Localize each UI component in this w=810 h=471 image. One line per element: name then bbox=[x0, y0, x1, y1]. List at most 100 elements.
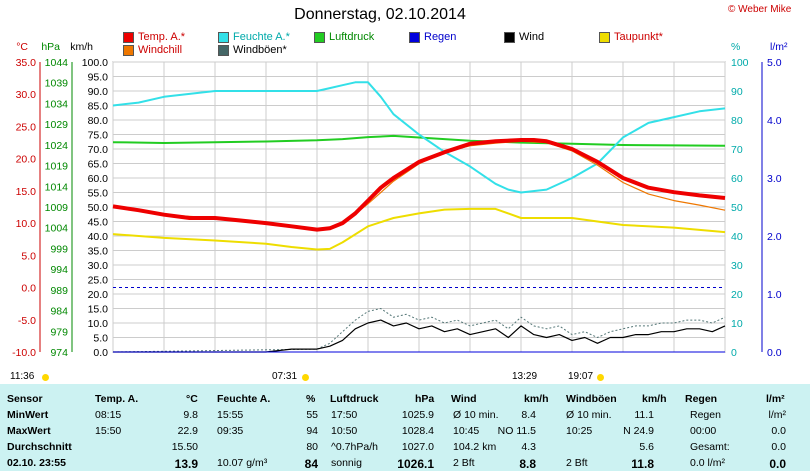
y-tick-label-humidity: 80 bbox=[731, 115, 743, 127]
y-tick-label-wind: 90.0 bbox=[88, 86, 109, 98]
series-taupunkt bbox=[112, 207, 726, 251]
x-tick-label: 24:00 bbox=[712, 359, 738, 360]
x-tick-label: 02:00 bbox=[151, 359, 177, 360]
y-tick-label-wind: 45.0 bbox=[88, 217, 109, 229]
y-tick-label-humidity: 60 bbox=[731, 173, 743, 185]
stats-header-wind-unit: km/h bbox=[524, 393, 549, 405]
stats-cell-t_time: 15:50 bbox=[95, 425, 122, 437]
x-tick-label: 00:00 bbox=[100, 359, 126, 360]
legend-swatch bbox=[218, 32, 229, 43]
y-tick-label-pressure: 984 bbox=[50, 306, 68, 318]
legend-swatch bbox=[218, 45, 229, 56]
legend-swatch bbox=[599, 32, 610, 43]
stats-cell-label: 02.10. 23:55 bbox=[7, 457, 66, 469]
stats-header-gust-unit: km/h bbox=[642, 393, 667, 405]
marker-label-sunset: 19:07 bbox=[568, 371, 594, 382]
chart-grid bbox=[112, 61, 726, 353]
author-credit: © Weber Mike bbox=[728, 4, 792, 15]
stats-header-hum: Feuchte A. bbox=[217, 393, 271, 405]
stats-cell-h_val: 84 bbox=[304, 457, 318, 471]
y-tick-label-wind: 100.0 bbox=[82, 57, 108, 69]
y-tick-label-pressure: 1044 bbox=[45, 57, 69, 69]
stats-cell-t_val: 13.9 bbox=[174, 457, 198, 471]
stats-cell-h_val: 80 bbox=[306, 441, 318, 453]
stats-header-rain: Regen bbox=[685, 393, 718, 405]
stats-header-temp: Temp. A. bbox=[95, 393, 139, 405]
y-tick-label-wind: 35.0 bbox=[88, 246, 109, 258]
y-tick-label-temp: 10.0 bbox=[16, 218, 37, 230]
y-tick-label-wind: 25.0 bbox=[88, 275, 109, 287]
legend-label: Taupunkt* bbox=[614, 31, 663, 43]
stats-cell-g_val: 11.1 bbox=[634, 409, 654, 421]
y-tick-label-pressure: 979 bbox=[50, 326, 68, 338]
y-tick-label-rain: 2.0 bbox=[767, 231, 782, 243]
stats-cell-h_time: 15:55 bbox=[217, 409, 244, 421]
y-tick-label-humidity: 70 bbox=[731, 144, 743, 156]
stats-cell-w_val: 8.4 bbox=[521, 409, 536, 421]
chart-series bbox=[112, 81, 726, 353]
marker-label-noon: 13:29 bbox=[512, 371, 538, 382]
y-unit-pressure: hPa bbox=[41, 41, 60, 53]
stats-cell-g_lab: Ø 10 min. bbox=[566, 409, 612, 421]
legend-label: Wind bbox=[519, 31, 545, 43]
stats-header-temp-unit: °C bbox=[186, 393, 198, 405]
y-tick-label-pressure: 989 bbox=[50, 285, 68, 297]
stats-table: Sensor Temp. A. °C Feuchte A. % Luftdruc… bbox=[0, 384, 810, 471]
y-tick-label-temp: 15.0 bbox=[16, 186, 37, 198]
y-tick-label-pressure: 1029 bbox=[45, 119, 69, 131]
stats-cell-w_val: 8.8 bbox=[519, 457, 536, 471]
y-tick-label-humidity: 0 bbox=[731, 347, 737, 359]
y-tick-label-wind: 40.0 bbox=[88, 231, 109, 243]
stats-cell-g_val: 5.6 bbox=[639, 441, 654, 453]
stats-cell-r_val: l/m² bbox=[768, 409, 787, 421]
y-tick-label-pressure: 1039 bbox=[45, 78, 69, 90]
x-tick-label: 10:00 bbox=[355, 359, 381, 360]
stats-header-press: Luftdruck bbox=[330, 393, 379, 405]
y-tick-label-pressure: 1034 bbox=[45, 98, 69, 110]
y-tick-label-rain: 4.0 bbox=[767, 115, 782, 127]
stats-header-wind: Wind bbox=[451, 393, 477, 405]
y-tick-label-temp: 20.0 bbox=[16, 154, 37, 166]
stats-cell-g_val: 11.8 bbox=[631, 457, 654, 471]
stats-cell-r_val: 0.0 bbox=[769, 457, 786, 471]
x-tick-label: 06:00 bbox=[253, 359, 279, 360]
x-tick-label: 08:00 bbox=[304, 359, 330, 360]
y-tick-label-temp: 35.0 bbox=[16, 57, 37, 69]
y-tick-label-humidity: 90 bbox=[731, 86, 743, 98]
y-tick-label-humidity: 10 bbox=[731, 318, 743, 330]
y-tick-label-wind: 5.0 bbox=[93, 333, 108, 345]
x-tick-label: 12:00 bbox=[406, 359, 432, 360]
legend-swatch bbox=[504, 32, 515, 43]
y-unit-rain: l/m² bbox=[770, 41, 788, 53]
stats-cell-w_val: 4.3 bbox=[521, 441, 536, 453]
y-tick-label-pressure: 999 bbox=[50, 243, 68, 255]
stats-cell-r_lab: 0.0 l/m² bbox=[690, 457, 726, 469]
stats-cell-label: MaxWert bbox=[7, 425, 51, 437]
series-feuchte-a bbox=[112, 81, 726, 194]
y-tick-label-pressure: 994 bbox=[50, 264, 68, 276]
legend-swatch bbox=[314, 32, 325, 43]
series-temp-a bbox=[112, 138, 726, 232]
x-tick-label: 14:00 bbox=[457, 359, 483, 360]
stats-cell-r_val: 0.0 bbox=[771, 441, 786, 453]
stats-cell-p_val: 1026.1 bbox=[397, 457, 434, 471]
y-unit-wind: km/h bbox=[70, 41, 93, 53]
y-tick-label-rain: 5.0 bbox=[767, 57, 782, 69]
y-tick-label-wind: 30.0 bbox=[88, 260, 109, 272]
chart-title: Donnerstag, 02.10.2014 bbox=[294, 6, 466, 23]
y-tick-label-humidity: 30 bbox=[731, 260, 743, 272]
stats-header-gust: Windböen bbox=[566, 393, 617, 405]
y-tick-label-wind: 95.0 bbox=[88, 72, 109, 84]
stats-cell-r_lab: Regen bbox=[690, 409, 721, 421]
sun-icon bbox=[42, 374, 49, 381]
y-tick-label-pressure: 974 bbox=[50, 347, 68, 359]
y-tick-label-humidity: 40 bbox=[731, 231, 743, 243]
y-tick-label-wind: 50.0 bbox=[88, 202, 109, 214]
stats-cell-w_lab: 104.2 km bbox=[453, 441, 497, 453]
y-tick-label-wind: 20.0 bbox=[88, 289, 109, 301]
legend-label: Feuchte A.* bbox=[233, 31, 290, 43]
y-tick-label-temp: -10.0 bbox=[12, 347, 36, 359]
stats-cell-w_val: NO 11.5 bbox=[497, 425, 536, 437]
y-tick-label-pressure: 1024 bbox=[45, 140, 69, 152]
y-tick-label-rain: 3.0 bbox=[767, 173, 782, 185]
